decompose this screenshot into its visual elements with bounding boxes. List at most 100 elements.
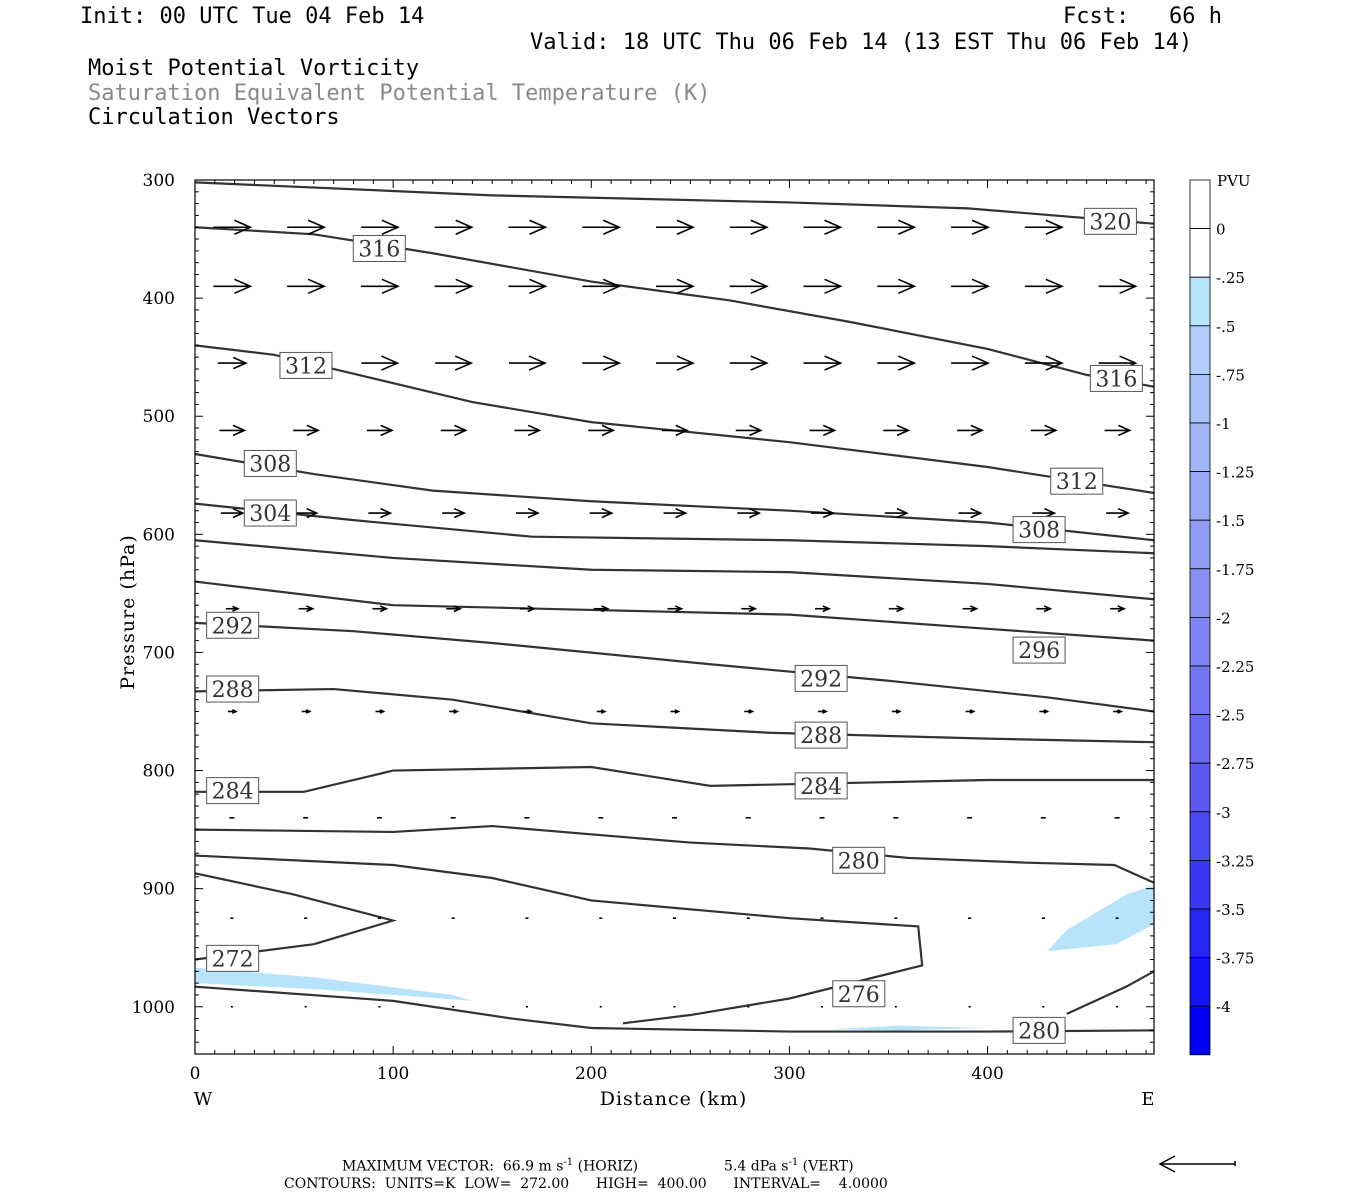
colorbar-swatch (1189, 1005, 1211, 1056)
colorbar-swatch (1189, 373, 1211, 424)
colorbar-swatch (1189, 665, 1211, 715)
vector-arrow (663, 507, 688, 519)
forecast-hour: Fcst: 66 h (1063, 4, 1222, 29)
vector-arrow (366, 424, 394, 437)
contour-line (194, 181, 1155, 225)
vector-arrow (596, 709, 607, 714)
vector-arrow (508, 355, 547, 371)
contour-line (1066, 970, 1155, 1015)
pv-shade-region (829, 1025, 988, 1031)
contour-label: 312 (1050, 467, 1104, 495)
vector-arrow (220, 507, 245, 519)
colorbar-label: -1.5 (1216, 512, 1245, 530)
contour-line (194, 854, 924, 1025)
contour-labels: 320 316 316 312 312 308 308 304 296 292 292 288 288 2… (206, 207, 1143, 1044)
contour-line (194, 344, 1155, 495)
vector-arrow (656, 219, 695, 235)
vector-arrow (294, 507, 319, 519)
colorbar-swatch (1189, 228, 1211, 278)
pv-shade-region (195, 967, 473, 1001)
vector-arrow (287, 219, 327, 235)
svg-text:292: 292 (800, 667, 842, 692)
svg-text:304: 304 (249, 502, 291, 527)
contour-line (194, 539, 1155, 601)
y-tick-label: 700 (143, 643, 175, 663)
vector-arrow (744, 709, 755, 714)
colorbar-swatch (1189, 325, 1211, 375)
vector-arrow (951, 278, 991, 295)
colorbar-swatch (1189, 471, 1211, 521)
title-theta-es: Saturation Equivalent Potential Temperat… (88, 81, 711, 106)
svg-text:280: 280 (1018, 1019, 1060, 1044)
contour-label: 280 (832, 846, 886, 874)
vector-arrow (519, 605, 536, 613)
vector-arrow (957, 424, 985, 437)
vector-arrow (809, 424, 837, 437)
east-label: E (1141, 1089, 1154, 1110)
vector-arrow (883, 424, 911, 437)
colorbar-swatch (1189, 276, 1211, 327)
vector-arrow (1024, 278, 1064, 295)
vector-arrow (729, 278, 769, 295)
svg-text:296: 296 (1018, 639, 1060, 664)
colorbar-label: -2.5 (1216, 707, 1245, 725)
pv-shade-region (1047, 885, 1154, 952)
vector-arrow (582, 219, 622, 235)
svg-text:292: 292 (212, 614, 254, 639)
title-mpv: Moist Potential Vorticity (88, 56, 420, 81)
vector-arrow (670, 709, 681, 714)
vector-arrow (1110, 605, 1127, 613)
vector-arrow (219, 424, 247, 437)
svg-text:308: 308 (249, 452, 291, 477)
vector-arrow (662, 424, 689, 437)
vector-arrow (667, 605, 684, 613)
contour-label: 296 (1012, 636, 1066, 664)
vector-arrow (1032, 507, 1057, 519)
max-vector-info: MAXIMUM VECTOR: 66.9 m s-1 (HORIZ) 5.4 dP… (342, 1157, 854, 1175)
colorbar-label: 0 (1216, 221, 1226, 239)
contour-label: 316 (1089, 364, 1143, 392)
vector-arrow (803, 355, 843, 371)
colorbar-swatch (1189, 957, 1211, 1007)
vector-arrow (818, 709, 829, 714)
axes: 300 400 500 600 700 800 900 1000 0 100 200 300 400 W E… (117, 171, 1155, 1110)
colorbar-label: -2.25 (1216, 658, 1254, 676)
svg-text:272: 272 (212, 947, 254, 972)
vector-arrow (877, 278, 917, 295)
colorbar-label: -1 (1216, 415, 1231, 433)
vector-arrow (729, 355, 769, 371)
vector-arrow (811, 507, 836, 519)
vector-arrow (891, 709, 902, 714)
contour-label: 308 (243, 449, 297, 477)
y-axis-title: Pressure (hPa) (117, 534, 139, 690)
vector-arrow (588, 424, 616, 437)
vector-arrow (449, 709, 460, 714)
y-tick-label: 900 (143, 880, 175, 900)
init-time: Init: 00 UTC Tue 04 Feb 14 (80, 4, 425, 29)
svg-text:316: 316 (1095, 367, 1137, 392)
y-tick-label: 1000 (132, 998, 175, 1018)
contour-line (194, 687, 1155, 744)
x-tick-label: 200 (575, 1064, 607, 1084)
svg-text:308: 308 (1018, 519, 1060, 544)
vector-arrow (877, 219, 917, 235)
vector-arrow (1106, 507, 1131, 519)
vector-arrow (213, 219, 253, 235)
colorbar-label: -.75 (1216, 366, 1245, 384)
svg-text:276: 276 (838, 983, 880, 1008)
contour-lines (194, 181, 1155, 1033)
contour-label: 276 (832, 980, 886, 1008)
contour-line (195, 765, 1154, 793)
svg-text:312: 312 (1056, 470, 1098, 495)
svg-text:284: 284 (212, 780, 254, 805)
svg-text:280: 280 (838, 849, 880, 874)
vector-arrow (446, 605, 463, 613)
colorbar-label: -3 (1216, 804, 1231, 822)
vector-arrow (360, 219, 400, 235)
vector-arrow (1030, 424, 1058, 437)
vector-arrow (1024, 355, 1064, 371)
x-axis-title: Distance (km) (600, 1088, 748, 1110)
vector-arrow (508, 219, 548, 235)
vector-arrow (298, 605, 315, 613)
vector-arrow (803, 278, 843, 295)
